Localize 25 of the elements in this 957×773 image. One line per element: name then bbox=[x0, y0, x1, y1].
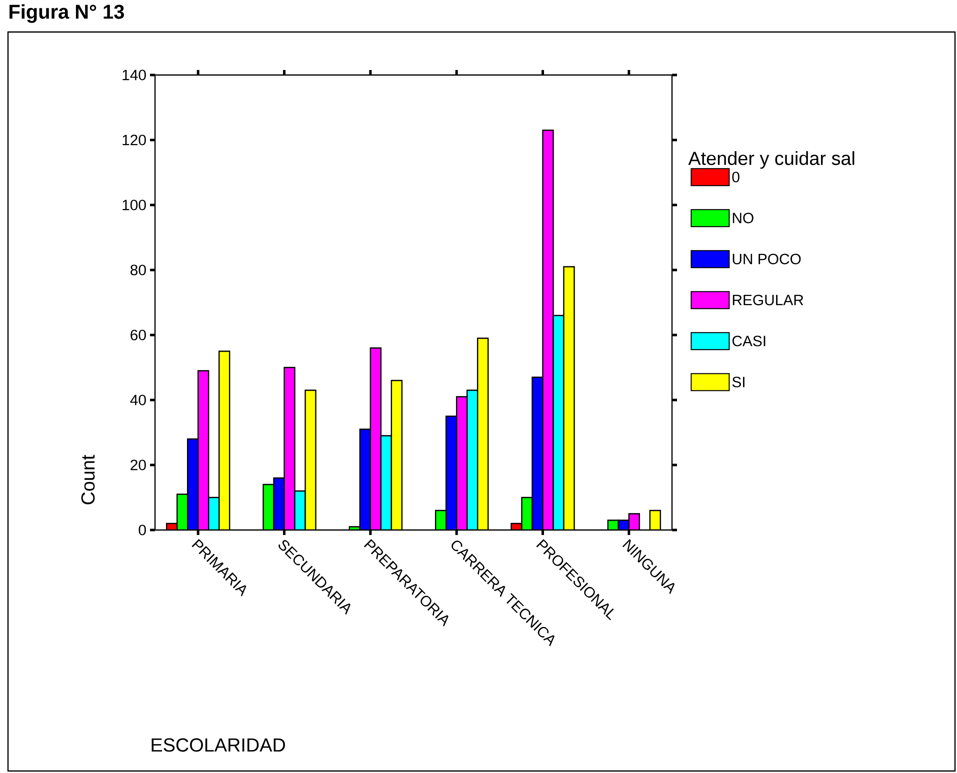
y-tick-label: 60 bbox=[130, 330, 146, 340]
bar bbox=[370, 347, 382, 530]
y-tick-label: 0 bbox=[138, 524, 146, 536]
x-axis-title: ESCOLARIDAD bbox=[152, 738, 285, 752]
y-tick-label: 80 bbox=[130, 264, 146, 276]
bar bbox=[456, 396, 468, 530]
y-axis-title: Count bbox=[81, 454, 95, 504]
bar bbox=[390, 380, 403, 530]
y-tick-label: 20 bbox=[130, 460, 146, 470]
y-tick-label: 140 bbox=[122, 70, 146, 80]
legend-label: NO bbox=[732, 212, 754, 224]
legend-label: SI bbox=[732, 376, 744, 388]
legend-label: 0 bbox=[732, 172, 740, 182]
y-tick-label: 100 bbox=[122, 200, 146, 210]
y-tick-label: 40 bbox=[130, 394, 146, 406]
bar bbox=[467, 390, 478, 530]
bar bbox=[218, 350, 230, 530]
bar bbox=[197, 370, 210, 530]
legend-label: UN POCO bbox=[732, 254, 801, 264]
y-tick-label: 120 bbox=[122, 134, 146, 146]
legend-title: Atender y cuidar sal bbox=[688, 151, 854, 169]
legend-label: REGULAR bbox=[732, 294, 804, 306]
chart-title: Figura N° 13 bbox=[10, 4, 124, 23]
bar bbox=[478, 338, 488, 530]
legend-label: CASI bbox=[732, 336, 766, 346]
